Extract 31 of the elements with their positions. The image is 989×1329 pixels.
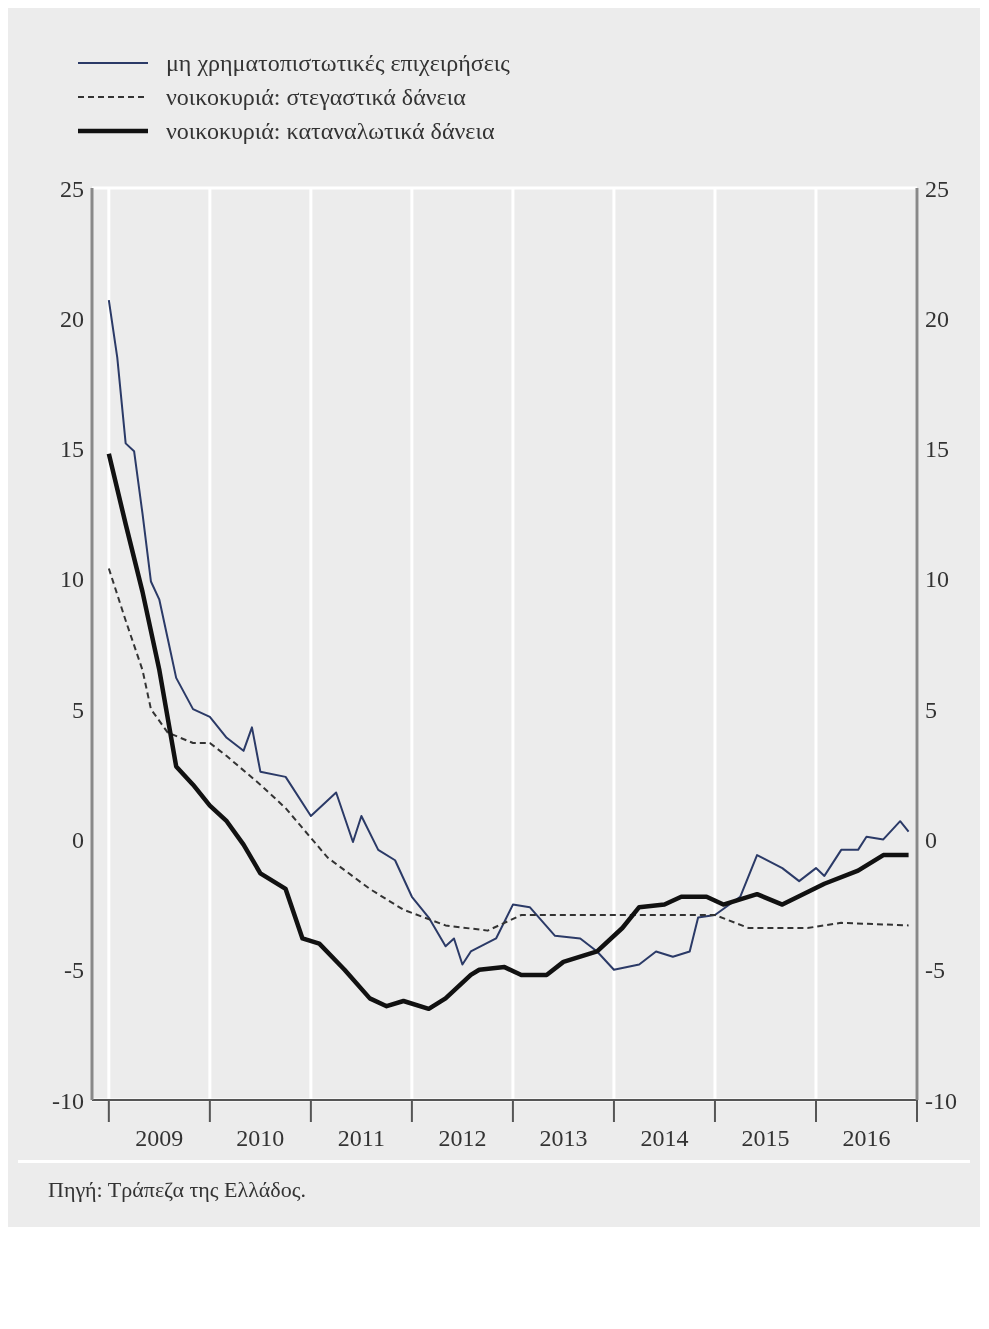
- line-series: [106, 451, 911, 1012]
- x-tick-label: 2010: [236, 1125, 285, 1151]
- y2-tick-label: 5: [925, 696, 937, 723]
- y-tick-label: 10: [60, 566, 84, 593]
- x-tick-label: 2011: [337, 1125, 385, 1151]
- x-tick-label: 2016: [842, 1125, 891, 1151]
- x-tick-label: 2014: [640, 1125, 689, 1151]
- y2-tick-label: 20: [925, 305, 949, 332]
- y-tick-label: 20: [60, 305, 84, 332]
- y2-tick-label: 15: [925, 436, 949, 463]
- legend-label: μη χρηματοπιστωτικές επιχειρήσεις: [166, 49, 510, 77]
- y2-tick-label: 25: [925, 175, 949, 202]
- legend-label: νοικοκυριά: καταναλωτικά δάνεια: [166, 117, 495, 145]
- y-tick-label: 15: [60, 436, 84, 463]
- legend-label: νοικοκυριά: στεγαστικά δάνεια: [166, 83, 466, 111]
- line-series: [107, 299, 910, 971]
- x-tick-label: 2009: [135, 1125, 184, 1151]
- y-tick-label: -10: [52, 1087, 84, 1114]
- x-tick-label: 2012: [438, 1125, 487, 1151]
- y2-tick-label: 0: [925, 826, 937, 853]
- y-tick-label: -5: [64, 957, 84, 984]
- text: Πηγή: Τράπεζα της Ελλάδος.: [48, 1177, 307, 1203]
- line-series: [107, 567, 910, 932]
- y2-tick-label: -5: [925, 957, 945, 984]
- y-tick-label: 5: [72, 696, 84, 723]
- y-tick-label: 0: [72, 826, 84, 853]
- y2-tick-label: 10: [925, 566, 949, 593]
- x-tick-label: 2015: [741, 1125, 790, 1151]
- y2-tick-label: -10: [925, 1087, 957, 1114]
- y-tick-label: 25: [60, 175, 84, 202]
- x-tick-label: 2013: [539, 1125, 588, 1151]
